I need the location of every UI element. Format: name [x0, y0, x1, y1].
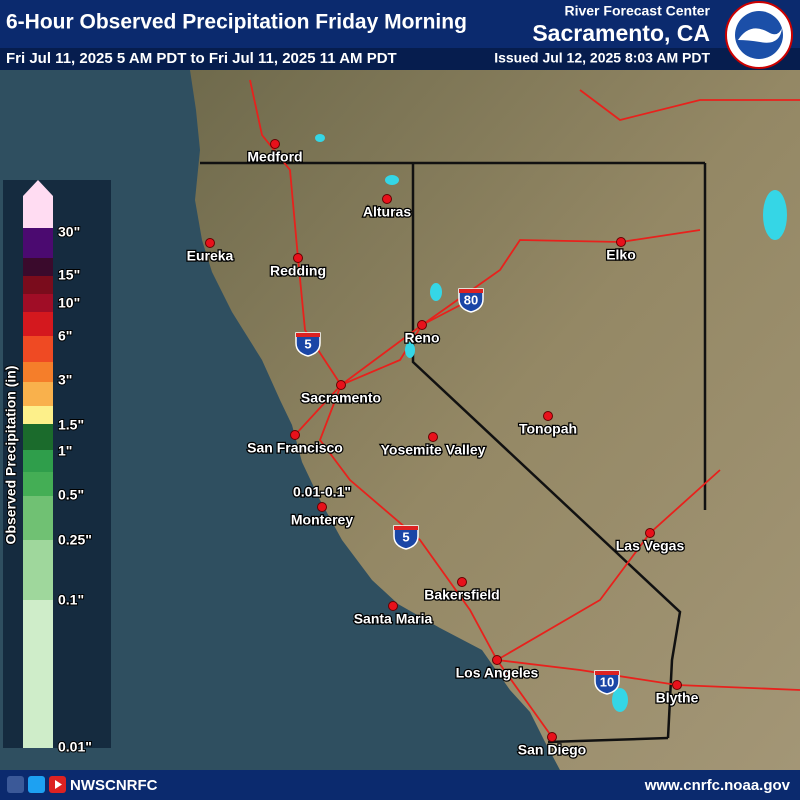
legend-title: Observed Precipitation (in): [3, 366, 19, 545]
center: River Forecast Center: [564, 3, 710, 19]
city-dot: [336, 380, 346, 390]
city-label: Medford: [247, 149, 302, 165]
footer-handle: NWSCNRFC: [70, 777, 158, 794]
shield-number: 10: [600, 674, 614, 689]
interstate-shield: [458, 288, 484, 313]
shield-top: [459, 289, 483, 293]
legend-label: 15": [58, 267, 80, 283]
land: [190, 70, 800, 770]
legend-label: 6": [58, 328, 72, 344]
legend-label: 1.5": [58, 417, 84, 433]
interstate-shield: [295, 332, 321, 357]
legend-band: [23, 228, 53, 258]
issued: Issued Jul 12, 2025 8:03 AM PDT: [494, 50, 710, 66]
legend-band: [23, 336, 53, 362]
legend-label: 0.1": [58, 592, 84, 608]
legend-band: [23, 258, 53, 276]
legend-band: [23, 406, 53, 424]
legend-label: 1": [58, 443, 72, 459]
nws-logo: [725, 1, 793, 69]
office: Sacramento, CA: [532, 20, 710, 46]
shield-number: 80: [464, 292, 478, 307]
legend-label: 0.5": [58, 487, 84, 503]
city-dot: [457, 577, 467, 587]
city-label: Alturas: [363, 204, 411, 220]
city-dot: [645, 528, 655, 538]
city-dot: [672, 680, 682, 690]
state-borders: [200, 161, 707, 744]
subheader-bar: [0, 48, 800, 70]
footer-url: www.cnrfc.noaa.gov: [644, 777, 791, 794]
social-icons: [7, 776, 66, 793]
city-label: Las Vegas: [616, 538, 685, 554]
city-label: Reno: [405, 330, 440, 346]
footer-bar: [0, 770, 800, 800]
city-dot: [205, 238, 215, 248]
city-dot: [547, 732, 557, 742]
legend-panel: [3, 180, 111, 748]
legend-label: 0.01": [58, 739, 92, 755]
legend-band: [23, 496, 53, 540]
shield-number: 5: [304, 336, 311, 351]
legend-band: [23, 312, 53, 336]
shield-top: [394, 526, 418, 530]
city-label: Los Angeles: [456, 665, 539, 681]
city-label: Blythe: [656, 690, 699, 706]
city-label: San Diego: [518, 742, 586, 758]
city-dot: [492, 655, 502, 665]
legend-label: 3": [58, 372, 72, 388]
legend-band: [23, 276, 53, 294]
legend-band: [23, 424, 53, 450]
legend-label: 10": [58, 295, 80, 311]
title: 6-Hour Observed Precipitation Friday Mor…: [6, 11, 467, 34]
shield-top: [296, 333, 320, 337]
city-label: Monterey: [291, 512, 353, 528]
legend-band: [23, 472, 53, 496]
city-dot: [616, 237, 626, 247]
city-label: Elko: [606, 247, 636, 263]
legend-band: [23, 540, 53, 600]
city-dot: [270, 139, 280, 149]
legend-band: [23, 362, 53, 382]
city-label: Tonopah: [519, 421, 577, 437]
city-dot: [317, 502, 327, 512]
city-label: Santa Maria: [354, 611, 433, 627]
legend-band: [23, 382, 53, 406]
city-label: Eureka: [187, 248, 234, 264]
city-dot: [428, 432, 438, 442]
city-label: San Francisco: [247, 440, 343, 456]
city-dot: [290, 430, 300, 440]
city-label: Redding: [270, 263, 326, 279]
legend-arrow: [23, 180, 53, 228]
interstate-shield: [393, 525, 419, 550]
shield-top: [595, 671, 619, 675]
legend: 30" 15" 10" 6" 3" 1.5" 1" 0.5" 0.25" 0.1" 0.01": [23, 180, 93, 756]
header-bar: [0, 0, 800, 48]
legend-band: [23, 294, 53, 312]
legend-label: 0.25": [58, 532, 92, 548]
city-label: Yosemite Valley: [381, 442, 486, 458]
subtitle: Fri Jul 11, 2025 5 AM PDT to Fri Jul 11,…: [6, 50, 397, 67]
legend-band: [23, 600, 53, 748]
city-dot: [293, 253, 303, 263]
lakes: [315, 134, 787, 712]
city-dot: [417, 320, 427, 330]
city-dot: [543, 411, 553, 421]
city-label: Sacramento: [301, 390, 381, 406]
legend-band: [23, 450, 53, 472]
city-dot: [388, 601, 398, 611]
city-dot: [382, 194, 392, 204]
legend-label: 30": [58, 224, 80, 240]
shield-number: 5: [402, 529, 409, 544]
annotation: 0.01-0.1": [293, 484, 351, 500]
city-label: Bakersfield: [424, 587, 499, 603]
interstate-shield: [594, 670, 620, 695]
